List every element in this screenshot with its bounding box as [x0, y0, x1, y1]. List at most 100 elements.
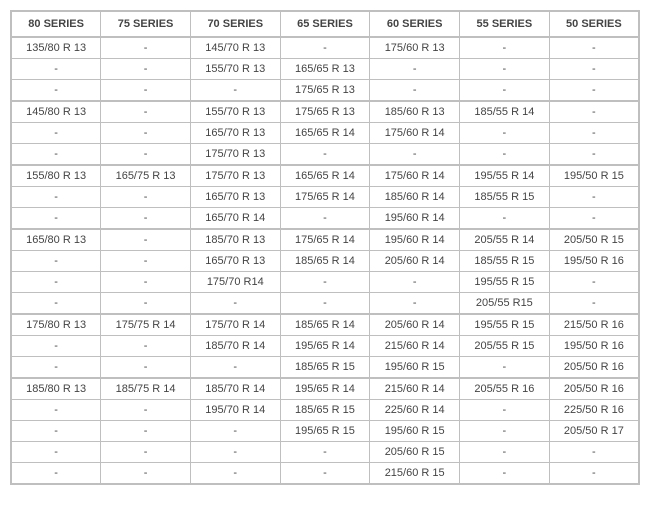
table-cell: - — [370, 80, 460, 102]
table-cell: 205/55 R15 — [460, 293, 550, 315]
table-cell: 185/70 R 13 — [190, 230, 280, 251]
table-cell: 205/60 R 15 — [370, 442, 460, 463]
table-cell: - — [11, 442, 101, 463]
table-cell: - — [280, 144, 370, 166]
table-cell: 215/60 R 15 — [370, 463, 460, 485]
table-cell: 185/75 R 14 — [101, 379, 191, 400]
table-cell: - — [280, 293, 370, 315]
table-cell: 185/70 R 14 — [190, 379, 280, 400]
table-cell: - — [190, 442, 280, 463]
table-cell: 165/70 R 14 — [190, 208, 280, 230]
tire-series-table: 80 SERIES75 SERIES70 SERIES65 SERIES60 S… — [10, 10, 640, 485]
table-cell: - — [101, 123, 191, 144]
table-row: ---175/65 R 13--- — [11, 80, 639, 102]
table-row: --195/70 R 14185/65 R 15225/60 R 14-225/… — [11, 400, 639, 421]
table-cell: - — [101, 144, 191, 166]
table-header: 80 SERIES75 SERIES70 SERIES65 SERIES60 S… — [10, 10, 640, 38]
table-cell: - — [11, 463, 101, 485]
table-cell: 215/50 R 16 — [549, 315, 639, 336]
table-cell: 195/60 R 15 — [370, 421, 460, 442]
table-cell: 175/70 R 13 — [190, 166, 280, 187]
table-cell: 225/60 R 14 — [370, 400, 460, 421]
table-cell: - — [11, 187, 101, 208]
column-header: 80 SERIES — [11, 11, 101, 37]
table-cell: - — [11, 272, 101, 293]
table-cell: 165/65 R 13 — [280, 59, 370, 80]
table-cell: - — [280, 208, 370, 230]
table-cell: - — [460, 144, 550, 166]
table-cell: 185/65 R 15 — [280, 357, 370, 379]
table-cell: 145/80 R 13 — [11, 102, 101, 123]
table-cell: 195/65 R 15 — [280, 421, 370, 442]
table-cell: 175/75 R 14 — [101, 315, 191, 336]
table-cell: - — [549, 144, 639, 166]
table-cell: 155/70 R 13 — [190, 102, 280, 123]
table-cell: - — [190, 80, 280, 102]
table-cell: - — [460, 442, 550, 463]
table-segment: 155/80 R 13165/75 R 13175/70 R 13165/65 … — [10, 165, 640, 230]
column-header: 55 SERIES — [460, 11, 550, 37]
table-cell: - — [549, 293, 639, 315]
table-cell: 165/80 R 13 — [11, 230, 101, 251]
table-segment: 145/80 R 13-155/70 R 13175/65 R 13185/60… — [10, 101, 640, 166]
table-row: 135/80 R 13-145/70 R 13-175/60 R 13-- — [11, 38, 639, 59]
table-cell: - — [101, 293, 191, 315]
table-cell: - — [280, 442, 370, 463]
table-row: -----205/55 R15- — [11, 293, 639, 315]
table-cell: 185/55 R 14 — [460, 102, 550, 123]
table-cell: 155/80 R 13 — [11, 166, 101, 187]
table-cell: 205/60 R 14 — [370, 251, 460, 272]
table-cell: 185/55 R 15 — [460, 187, 550, 208]
table-cell: 155/70 R 13 — [190, 59, 280, 80]
table-row: ---195/65 R 15195/60 R 15-205/50 R 17 — [11, 421, 639, 442]
table-cell: - — [101, 59, 191, 80]
table-cell: 165/65 R 14 — [280, 123, 370, 144]
table-cell: 205/55 R 14 — [460, 230, 550, 251]
table-cell: 175/60 R 14 — [370, 166, 460, 187]
table-row: --175/70 R14--195/55 R 15- — [11, 272, 639, 293]
table-cell: 205/60 R 14 — [370, 315, 460, 336]
table-cell: 205/50 R 16 — [549, 357, 639, 379]
table-cell: - — [460, 357, 550, 379]
table-cell: - — [11, 336, 101, 357]
table-cell: - — [190, 421, 280, 442]
table-cell: 185/65 R 14 — [280, 315, 370, 336]
column-header: 70 SERIES — [190, 11, 280, 37]
table-cell: 195/50 R 16 — [549, 251, 639, 272]
table-cell: 145/70 R 13 — [190, 38, 280, 59]
table-cell: - — [11, 400, 101, 421]
table-cell: 175/60 R 13 — [370, 38, 460, 59]
table-cell: - — [370, 144, 460, 166]
table-cell: - — [101, 80, 191, 102]
table-cell: 165/75 R 13 — [101, 166, 191, 187]
table-cell: - — [101, 208, 191, 230]
table-row: --185/70 R 14195/65 R 14215/60 R 14205/5… — [11, 336, 639, 357]
table-cell: - — [11, 123, 101, 144]
table-row: 145/80 R 13-155/70 R 13175/65 R 13185/60… — [11, 102, 639, 123]
table-segment: 165/80 R 13-185/70 R 13175/65 R 14195/60… — [10, 229, 640, 315]
table-row: 175/80 R 13175/75 R 14175/70 R 14185/65 … — [11, 315, 639, 336]
table-cell: - — [101, 400, 191, 421]
table-cell: - — [370, 272, 460, 293]
table-cell: - — [460, 400, 550, 421]
table-cell: 165/70 R 13 — [190, 251, 280, 272]
table-row: ----215/60 R 15-- — [11, 463, 639, 485]
table-row: --165/70 R 13185/65 R 14205/60 R 14185/5… — [11, 251, 639, 272]
table-cell: - — [370, 59, 460, 80]
table-cell: 195/55 R 15 — [460, 315, 550, 336]
table-cell: - — [549, 208, 639, 230]
column-header: 60 SERIES — [370, 11, 460, 37]
table-cell: 215/60 R 14 — [370, 379, 460, 400]
table-cell: - — [549, 123, 639, 144]
table-cell: 195/50 R 16 — [549, 336, 639, 357]
table-cell: - — [11, 293, 101, 315]
table-cell: 185/70 R 14 — [190, 336, 280, 357]
table-cell: - — [11, 251, 101, 272]
table-cell: 185/80 R 13 — [11, 379, 101, 400]
table-cell: 175/65 R 14 — [280, 230, 370, 251]
table-cell: - — [460, 59, 550, 80]
table-cell: - — [11, 59, 101, 80]
table-row: 165/80 R 13-185/70 R 13175/65 R 14195/60… — [11, 230, 639, 251]
table-cell: 195/65 R 14 — [280, 379, 370, 400]
table-cell: 195/55 R 15 — [460, 272, 550, 293]
